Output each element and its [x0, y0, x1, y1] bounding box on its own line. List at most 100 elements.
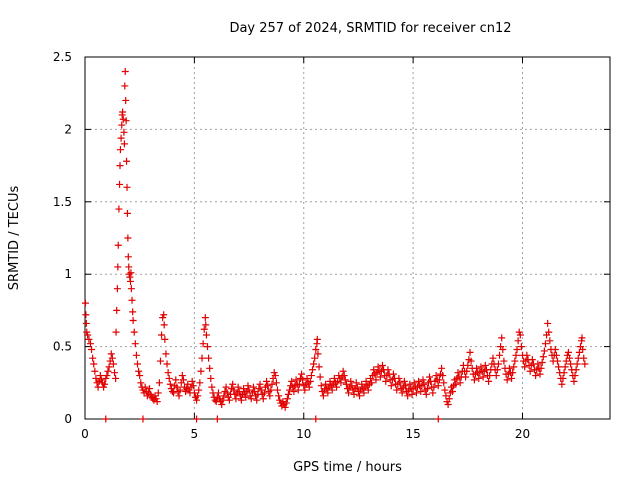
data-point [475, 374, 483, 382]
data-point [271, 372, 279, 380]
data-point [225, 396, 233, 404]
data-point [528, 356, 536, 364]
data-point [387, 382, 395, 390]
data-point [109, 360, 117, 368]
y-tick-label: 1 [64, 267, 72, 281]
x-tick-label: 20 [515, 427, 530, 441]
y-tick-label: 1.5 [53, 195, 72, 209]
data-point [125, 263, 133, 271]
data-point [266, 392, 274, 400]
data-point [449, 387, 456, 395]
data-point [179, 376, 187, 384]
data-point [249, 383, 257, 391]
data-point [422, 390, 430, 398]
data-point [376, 373, 384, 381]
data-point [540, 347, 548, 355]
data-point [120, 140, 128, 148]
data-point [534, 360, 542, 368]
data-point [312, 415, 320, 423]
data-point [121, 82, 129, 90]
data-point [195, 386, 203, 394]
data-point [312, 345, 320, 353]
data-point [544, 319, 552, 327]
data-point [578, 334, 586, 342]
data-point [360, 389, 368, 397]
data-point [284, 390, 292, 398]
data-point [470, 376, 478, 384]
data-point [368, 379, 376, 387]
data-point [116, 146, 124, 154]
data-point [570, 377, 578, 385]
data-point [481, 361, 489, 369]
data-point [86, 340, 94, 348]
x-axis-label: GPS time / hours [293, 460, 402, 475]
y-tick-label: 0 [64, 412, 72, 426]
data-point [341, 376, 349, 384]
data-point [122, 96, 130, 104]
data-point [111, 369, 119, 377]
data-point [493, 366, 501, 374]
data-point [305, 383, 313, 391]
data-point [345, 389, 353, 397]
data-point [124, 234, 132, 242]
data-point [408, 390, 416, 398]
data-point [412, 389, 420, 397]
data-point [283, 395, 291, 403]
data-point [546, 337, 554, 345]
data-point [234, 383, 242, 391]
data-point [200, 325, 208, 333]
data-points [81, 67, 589, 423]
data-point [463, 367, 471, 375]
y-axis: 0 0.5 1 1.5 2 2.5 [53, 50, 610, 426]
data-point [517, 343, 525, 351]
plot-frame [84, 56, 611, 420]
data-point [123, 157, 131, 165]
data-point [82, 311, 90, 319]
data-point [163, 360, 171, 368]
data-point [393, 386, 401, 394]
data-point [441, 386, 449, 394]
data-point [137, 379, 145, 387]
x-axis: 0 5 10 15 20 [81, 57, 530, 441]
data-point [114, 241, 122, 249]
data-point [541, 340, 549, 348]
data-point [581, 360, 589, 368]
data-point [333, 383, 341, 391]
data-point [434, 382, 442, 390]
data-point [372, 376, 380, 384]
data-point [467, 357, 475, 365]
data-point [324, 389, 332, 397]
data-point [514, 337, 522, 345]
data-point [564, 348, 572, 356]
data-point [129, 317, 137, 325]
data-point [545, 328, 553, 336]
data-point [127, 285, 135, 293]
data-point [158, 331, 166, 339]
data-point [420, 380, 428, 388]
data-point [339, 367, 347, 375]
data-point [384, 366, 392, 374]
data-point [306, 377, 314, 385]
data-point [560, 369, 568, 377]
data-point [423, 385, 431, 393]
data-point [104, 367, 112, 375]
data-point [566, 354, 574, 362]
data-point [127, 269, 135, 277]
data-point [311, 354, 319, 362]
data-point [274, 386, 281, 394]
data-point [516, 331, 524, 339]
data-point [194, 392, 202, 400]
data-point [477, 363, 485, 371]
data-point [108, 354, 116, 362]
data-point [479, 373, 487, 381]
data-point [82, 319, 90, 327]
data-point [229, 380, 237, 388]
data-point [486, 372, 494, 380]
data-point [462, 373, 470, 381]
data-point [172, 376, 180, 384]
data-point [136, 372, 144, 380]
data-point [307, 372, 315, 380]
data-point [268, 380, 276, 388]
data-point [219, 396, 227, 404]
data-point [123, 183, 131, 191]
